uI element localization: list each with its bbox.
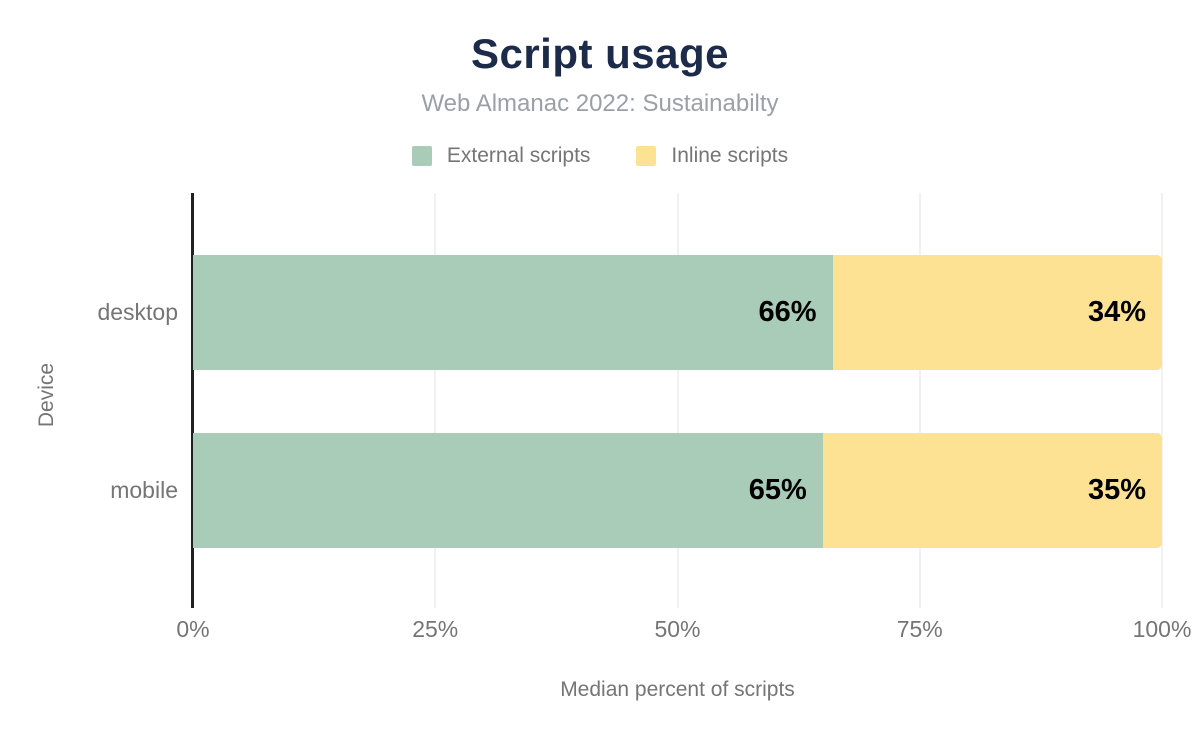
category-label-mobile: mobile xyxy=(110,477,178,503)
y-axis-line xyxy=(191,193,194,608)
legend: External scripts Inline scripts xyxy=(0,144,1200,168)
gridline xyxy=(676,193,679,608)
external-scripts-swatch-icon xyxy=(411,146,432,166)
x-tick-label: 75% xyxy=(896,616,943,642)
bar-segment-external-desktop: 66% xyxy=(193,255,833,370)
x-tick-label: 50% xyxy=(654,616,701,642)
x-tick-label: 100% xyxy=(1132,616,1192,642)
chart-subtitle: Web Almanac 2022: Sustainabilty xyxy=(421,90,779,117)
legend-item-inline-scripts: Inline scripts xyxy=(636,144,788,168)
legend-label: Inline scripts xyxy=(671,144,789,167)
legend-item-external-scripts: External scripts xyxy=(411,144,591,168)
gridline xyxy=(1161,193,1163,608)
legend-label: External scripts xyxy=(446,144,591,167)
category-label-desktop: desktop xyxy=(97,299,178,325)
bar-segment-inline-desktop: 34% xyxy=(832,255,1162,370)
bar-segment-inline-mobile: 35% xyxy=(822,433,1162,548)
x-tick-label: 25% xyxy=(412,616,459,642)
x-tick-label: 0% xyxy=(176,616,210,642)
bar-segment-external-mobile: 65% xyxy=(193,433,823,548)
gridline xyxy=(918,193,921,608)
x-axis-title: Median percent of scripts xyxy=(560,678,795,701)
gridline xyxy=(434,193,437,608)
chart-title: Script usage xyxy=(470,30,730,77)
inline-scripts-swatch-icon xyxy=(636,146,657,166)
